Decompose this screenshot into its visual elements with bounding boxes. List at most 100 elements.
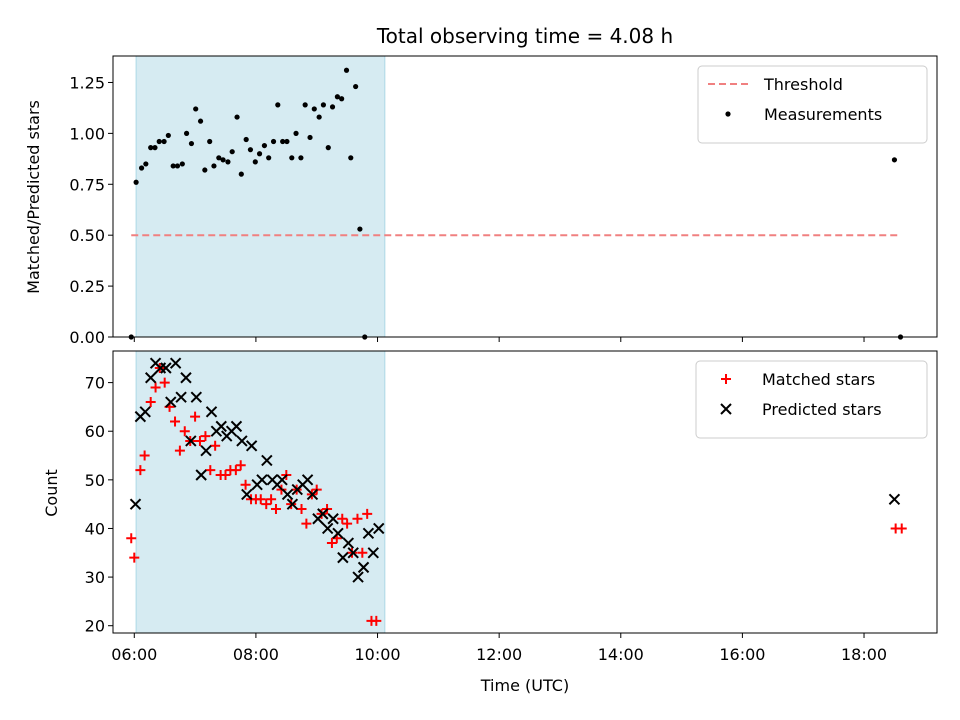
data-point	[194, 435, 205, 446]
data-point	[245, 440, 258, 452]
data-point	[126, 533, 137, 544]
data-point	[200, 431, 211, 442]
y-tick-label: 30	[85, 568, 105, 587]
data-point	[230, 420, 243, 433]
data-point	[888, 493, 901, 506]
legend: Matched stars Predicted stars	[695, 360, 928, 439]
data-point	[243, 136, 249, 143]
ratio-panel: 0.00 0.25 0.50 0.75 1.00 1.25 Threshold Measure…	[69, 55, 938, 347]
legend-label: Matched stars	[762, 370, 875, 389]
x-tick-label: 16:00	[719, 645, 765, 664]
y-tick-label: 70	[85, 374, 105, 393]
data-point	[247, 147, 254, 153]
data-point	[270, 504, 281, 515]
data-point	[371, 615, 382, 626]
data-point	[165, 132, 171, 139]
data-point	[348, 155, 354, 161]
data-point	[135, 465, 146, 476]
data-point	[160, 362, 172, 374]
data-point	[197, 118, 204, 124]
x-tick-label: 14:00	[598, 645, 644, 664]
data-point	[334, 94, 340, 100]
data-point	[337, 513, 348, 524]
legend-marker	[725, 111, 731, 117]
data-point	[133, 179, 139, 185]
data-point	[159, 377, 170, 388]
data-point	[185, 435, 197, 447]
data-point	[234, 114, 240, 120]
x-tick-label: 12:00	[476, 645, 522, 664]
data-point	[252, 159, 258, 165]
data-point	[174, 445, 185, 456]
data-point	[325, 145, 331, 151]
data-point	[342, 537, 355, 549]
data-point	[896, 523, 907, 534]
data-point	[190, 411, 201, 422]
x-tick-label: 08:00	[233, 645, 279, 664]
data-point	[190, 391, 203, 403]
series-matched-stars	[126, 363, 907, 626]
y-tick-label: 0.25	[69, 277, 105, 296]
data-point	[210, 440, 221, 451]
data-point	[170, 163, 176, 169]
data-point	[175, 391, 187, 403]
data-point	[195, 469, 207, 481]
data-point	[280, 138, 286, 145]
legend-marker	[721, 374, 731, 384]
data-point	[220, 157, 226, 163]
x-tick-label: 18:00	[841, 645, 887, 664]
data-point	[301, 474, 314, 486]
data-point	[215, 420, 227, 433]
data-point	[144, 372, 157, 384]
data-point	[353, 83, 359, 90]
data-point	[230, 465, 241, 476]
legend-label: Measurements	[764, 105, 882, 124]
data-point	[152, 145, 158, 151]
data-point	[289, 155, 295, 161]
data-point	[238, 171, 244, 177]
legend-box	[695, 360, 928, 439]
data-point	[270, 138, 277, 145]
data-point	[161, 138, 167, 145]
data-point	[293, 130, 299, 136]
data-point	[261, 499, 272, 510]
data-point	[200, 444, 212, 457]
data-point	[169, 357, 182, 369]
data-point	[343, 67, 350, 73]
data-point	[266, 155, 272, 161]
data-point	[165, 396, 177, 408]
data-point	[240, 479, 251, 490]
y-tick-label: 0.50	[69, 226, 105, 245]
data-point	[129, 552, 140, 563]
data-point	[261, 454, 273, 467]
legend-label: Predicted stars	[762, 400, 882, 419]
data-point	[327, 513, 339, 525]
data-point	[202, 167, 208, 173]
data-point	[357, 547, 368, 558]
data-point	[148, 145, 154, 151]
data-point	[174, 163, 181, 169]
data-point	[220, 469, 231, 480]
legend: Threshold Measurements	[697, 65, 928, 144]
legend-label: Threshold	[763, 75, 843, 94]
plot-frame	[112, 350, 938, 634]
data-point	[339, 96, 345, 102]
observing-interval-shade	[135, 350, 386, 634]
data-point	[362, 508, 373, 519]
data-point	[179, 161, 185, 167]
data-point	[256, 474, 268, 486]
y-axis-label-count: Count	[42, 469, 61, 517]
x-axis-label: Time (UTC)	[480, 676, 569, 695]
data-point	[188, 140, 195, 147]
y-tick-label: 60	[85, 422, 105, 441]
data-point	[296, 504, 307, 515]
data-point	[316, 114, 322, 120]
data-point	[373, 522, 385, 535]
y-axis-label-ratio: Matched/Predicted stars	[24, 100, 43, 294]
data-point	[145, 397, 156, 408]
data-point	[266, 494, 277, 505]
data-point	[352, 571, 364, 583]
data-point	[256, 151, 263, 157]
data-point	[367, 547, 379, 559]
